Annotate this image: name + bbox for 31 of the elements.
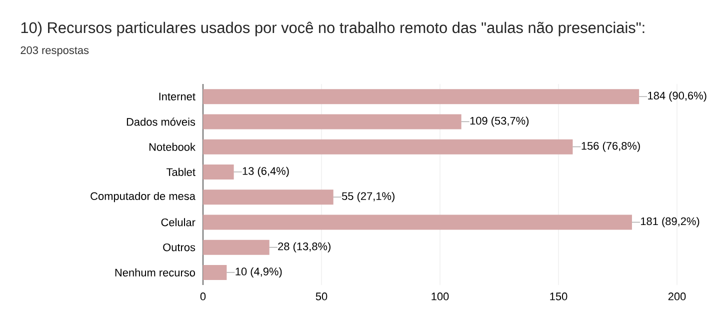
y-tick-label: Internet: [159, 92, 196, 100]
x-tick-label: 200: [668, 292, 686, 300]
bar: [203, 164, 234, 180]
y-tick-label: Notebook: [149, 142, 196, 151]
bar: [203, 114, 462, 130]
data-label: 181 (89,2%): [641, 217, 700, 228]
x-tick-label: 100: [432, 292, 449, 300]
data-label: 109 (53,7%): [470, 116, 529, 127]
bar: [203, 264, 227, 280]
chart-title: 10) Recursos particulares usados por você no trabalho remoto das "aulas não presenciais":: [21, 22, 644, 36]
text: 203 respostas: [20, 46, 89, 56]
data-label: 13 (6,4%): [242, 166, 289, 178]
x-tick-label: 50: [316, 292, 328, 300]
data-label: 156 (76,8%): [582, 142, 640, 152]
data-label: 55 (27,1%): [342, 192, 394, 202]
bar: [203, 89, 640, 104]
data-label: 184 (90,6%): [648, 91, 706, 102]
bar: [203, 190, 334, 205]
y-tick-label: Outros: [163, 243, 196, 252]
x-tick-label: 0: [200, 292, 206, 300]
y-tick-label: Celular: [161, 218, 196, 226]
bar: [203, 139, 573, 154]
data-label: 28 (13,8%): [278, 242, 330, 252]
x-tick-label: 150: [550, 292, 568, 300]
bar: [203, 240, 270, 255]
bar: [203, 214, 632, 230]
y-tick-label: Tablet: [166, 168, 196, 176]
y-tick-label: Dados móveis: [126, 118, 196, 126]
y-tick-label: Computador de mesa: [90, 192, 196, 202]
y-tick-label: Nenhum recurso: [115, 268, 195, 276]
data-label: 10 (4,9%): [236, 267, 282, 278]
